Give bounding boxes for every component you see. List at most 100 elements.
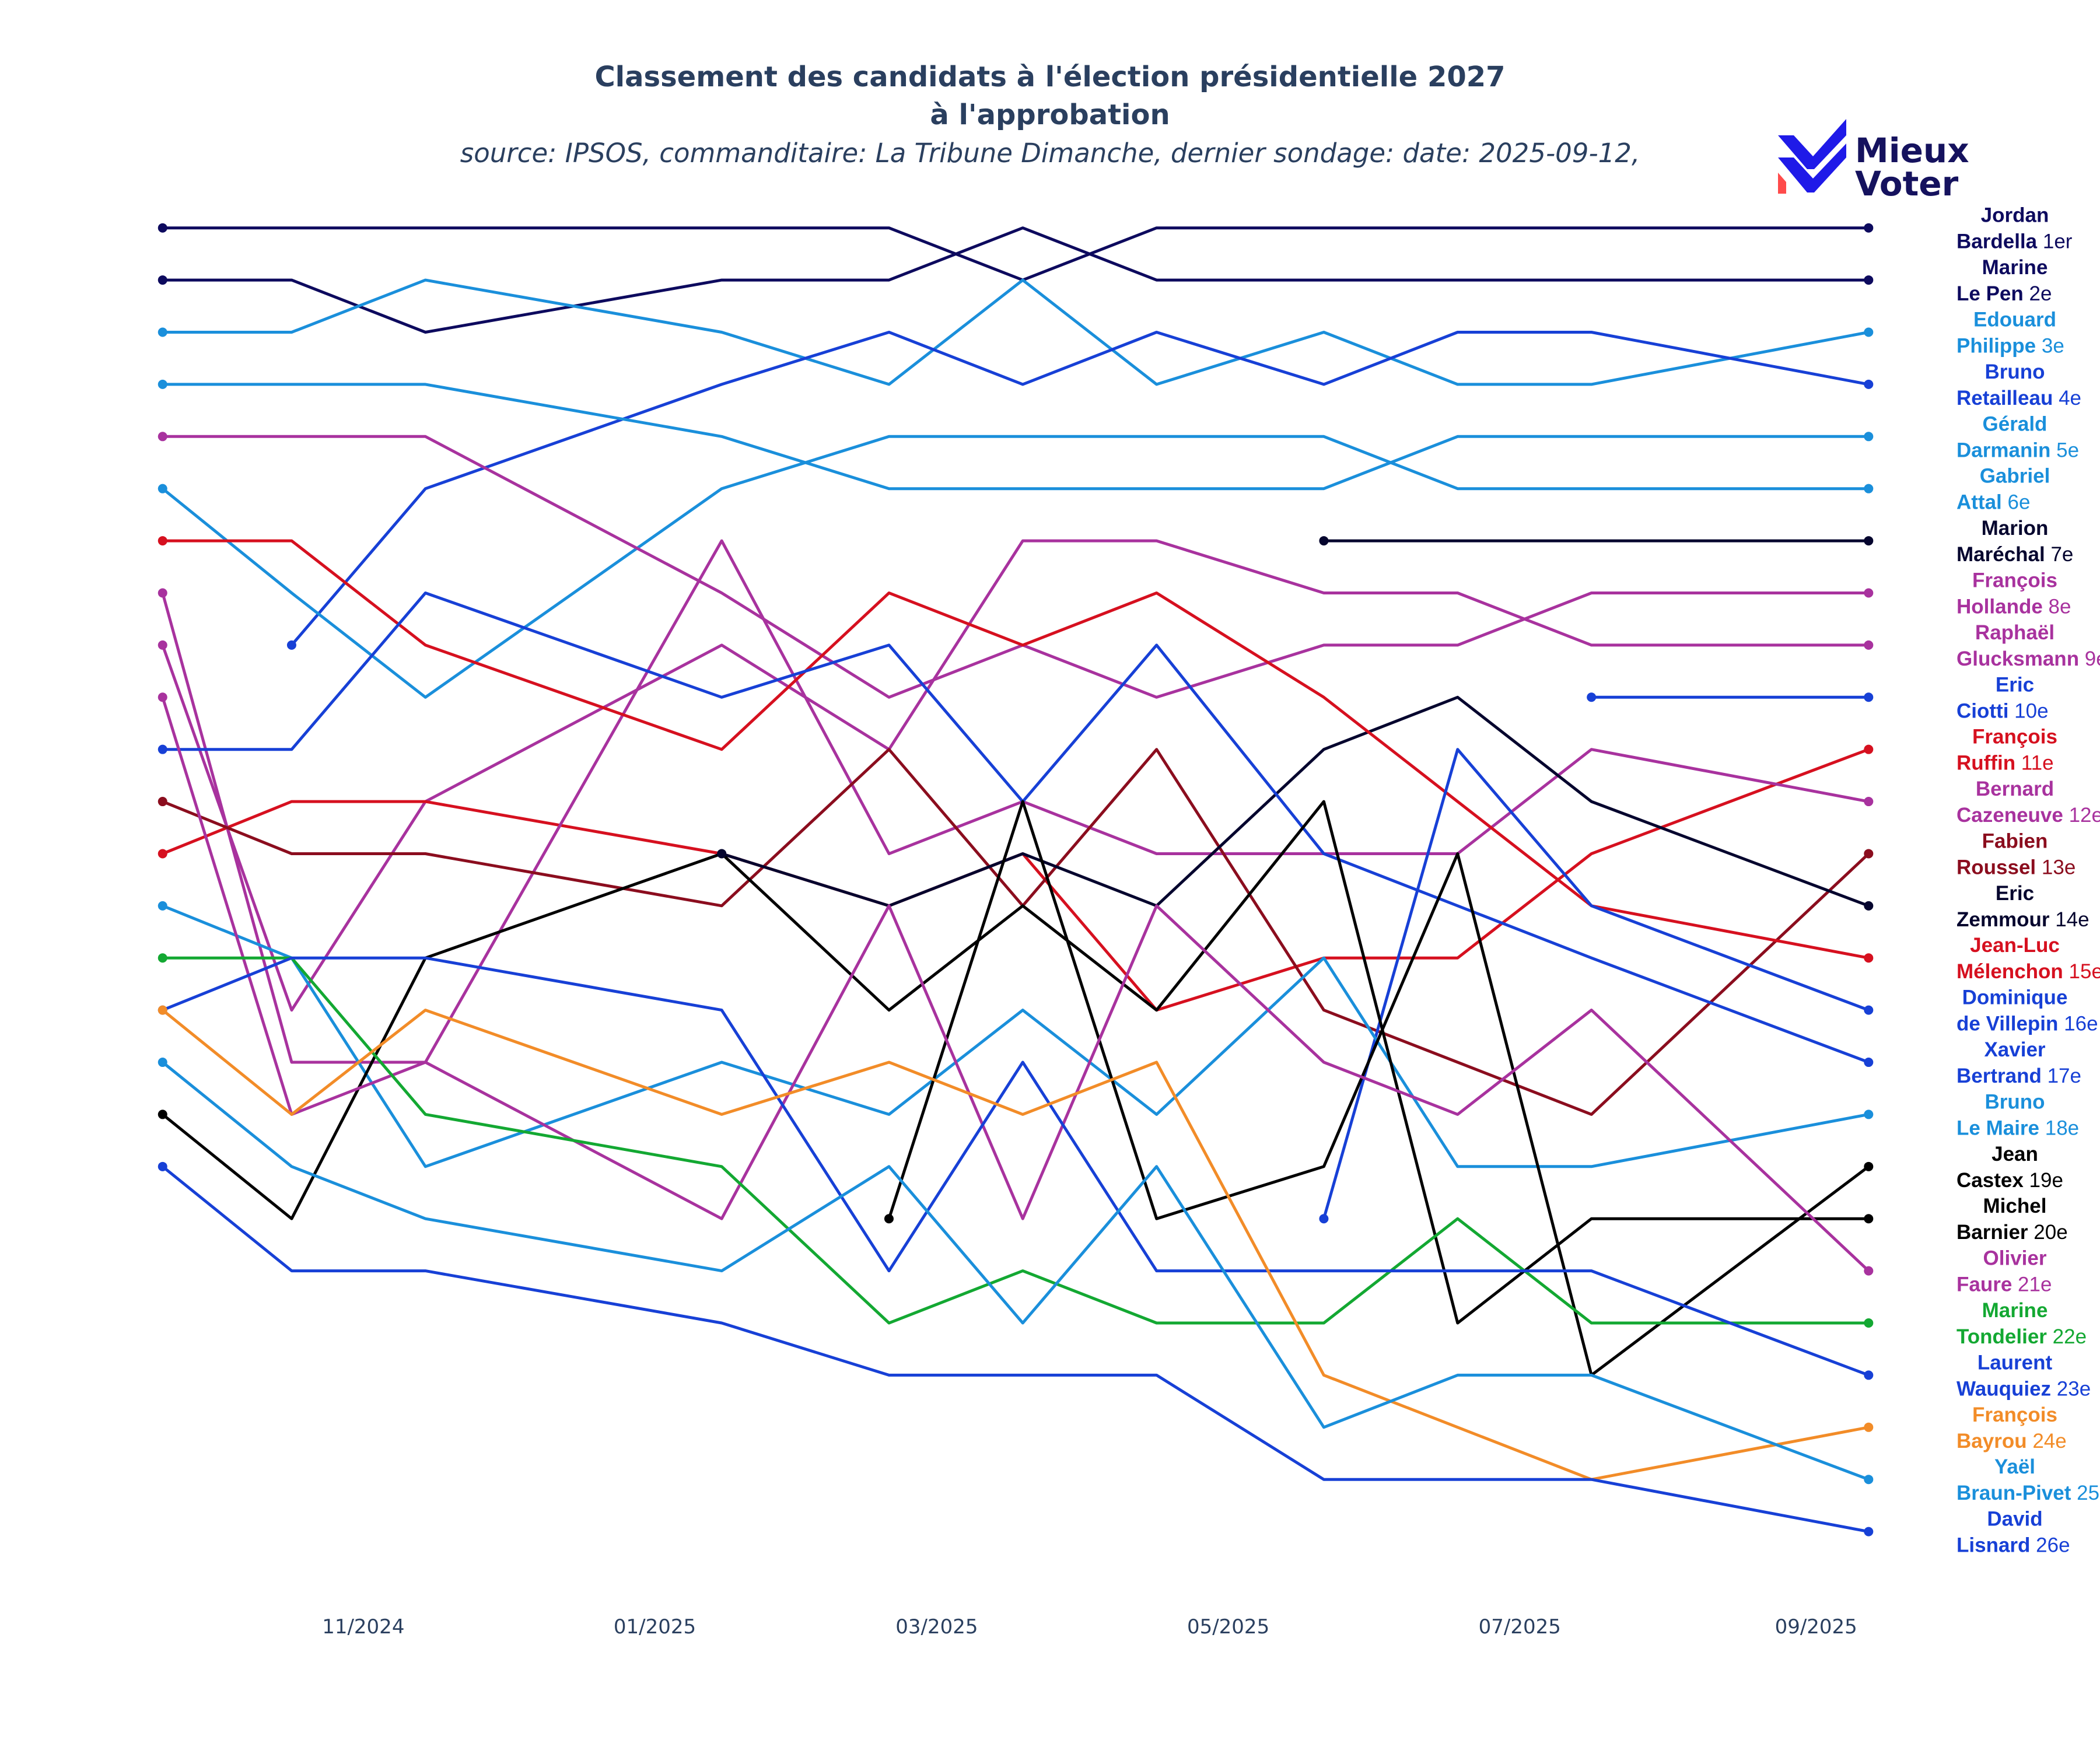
series-end-point-michel-barnier xyxy=(1864,1214,1874,1224)
series-start-point-olivier-faure xyxy=(158,692,167,702)
end-label-rank: 13e xyxy=(2042,856,2076,878)
series-end-point-olivier-faure xyxy=(1864,1266,1874,1276)
end-label-rank: 9e xyxy=(2085,648,2100,670)
end-label-last-eric-zemmour: Zemmour 14e xyxy=(1957,908,2090,931)
series-line-jean-castex xyxy=(887,800,1870,1377)
series-start-point-bruno-le-maire xyxy=(158,901,167,911)
logo-text-line2: Voter xyxy=(1855,164,1959,204)
series-line-marine-tondelier xyxy=(162,956,1869,1325)
series-end-point-xavier-bertrand xyxy=(1864,1058,1874,1068)
series-end-point-eric-ciotti xyxy=(1864,692,1874,702)
end-label-rank: 4e xyxy=(2059,387,2081,410)
end-label-last-francois-bayrou: Bayrou 24e xyxy=(1957,1430,2067,1452)
end-label-last-jean-castex: Castex 19e xyxy=(1957,1169,2063,1192)
series-start-point-bernard-cazeneuve xyxy=(158,588,167,598)
series-end-point-david-lisnard xyxy=(1864,1527,1874,1536)
series-start-point-francois-hollande xyxy=(158,432,167,442)
series-line-gerald-darmanin xyxy=(162,383,1869,491)
mieux-voter-check-icon xyxy=(1778,119,1846,194)
x-tick-label: 11/2024 xyxy=(322,1615,404,1639)
end-label-first-bernard-cazeneuve: Bernard xyxy=(1976,778,2054,800)
series-end-point-gabriel-attal xyxy=(1864,484,1874,494)
series-start-point-francois-ruffin xyxy=(158,849,167,859)
end-label-last-yael-braun-pivet: Braun-Pivet 25e xyxy=(1957,1482,2100,1504)
series-line-gabriel-attal xyxy=(162,435,1869,699)
end-label-first-dominique-de-villepin: Dominique xyxy=(1962,986,2068,1009)
series-start-point-francois-bayrou xyxy=(158,1005,167,1015)
end-label-first-fabien-roussel: Fabien xyxy=(1982,830,2048,852)
end-label-rank: 22e xyxy=(2053,1325,2087,1348)
end-label-rank: 25e xyxy=(2077,1482,2100,1504)
series-start-point-david-lisnard xyxy=(158,1161,167,1171)
series-start-point-fabien-roussel xyxy=(158,797,167,807)
series-line-david-lisnard xyxy=(162,1165,1869,1534)
series-start-point-jordan-bardella xyxy=(158,223,167,233)
series-start-point-dominique-de-villepin xyxy=(1319,1214,1329,1224)
series-start-point-eric-ciotti xyxy=(1587,692,1597,702)
end-label-last-xavier-bertrand: Bertrand 17e xyxy=(1957,1065,2081,1087)
end-label-last-bruno-le-maire: Le Maire 18e xyxy=(1957,1116,2079,1139)
end-label-rank: 21e xyxy=(2018,1273,2052,1296)
series-end-point-francois-hollande xyxy=(1864,588,1874,598)
end-label-first-laurent-wauquiez: Laurent xyxy=(1978,1351,2053,1374)
end-label-rank: 18e xyxy=(2045,1116,2079,1139)
chart-title-line2: à l'approbation xyxy=(930,99,1170,131)
series-start-point-yael-braun-pivet xyxy=(158,1058,167,1068)
end-label-first-marine-le-pen: Marine xyxy=(1982,256,2048,279)
series-end-point-gerald-darmanin xyxy=(1864,432,1874,442)
series-start-point-eric-zemmour xyxy=(717,849,727,859)
end-label-first-marine-tondelier: Marine xyxy=(1982,1299,2048,1322)
series-line-francois-bayrou xyxy=(162,1009,1869,1481)
series-end-point-jean-castex xyxy=(1864,1161,1874,1171)
end-label-first-jean-castex: Jean xyxy=(1992,1143,2038,1166)
series-end-point-laurent-wauquiez xyxy=(1864,1370,1874,1380)
end-label-rank: 8e xyxy=(2049,595,2071,618)
end-label-last-gerald-darmanin: Darmanin 5e xyxy=(1957,439,2079,461)
end-label-last-gabriel-attal: Attal 6e xyxy=(1957,491,2030,514)
series-line-laurent-wauquiez xyxy=(162,956,1870,1377)
series-line-bruno-retailleau xyxy=(290,331,1869,646)
series-start-point-michel-barnier xyxy=(158,1110,167,1119)
end-label-rank: 14e xyxy=(2055,908,2089,931)
end-label-rank: 6e xyxy=(2008,491,2031,514)
end-label-rank: 5e xyxy=(2056,439,2079,461)
series-lines xyxy=(161,226,1870,1534)
end-label-last-michel-barnier: Barnier 20e xyxy=(1957,1221,2068,1244)
series-end-point-fabien-roussel xyxy=(1864,849,1874,859)
end-label-first-marion-marechal: Marion xyxy=(1982,517,2049,540)
end-label-last-francois-hollande: Hollande 8e xyxy=(1957,595,2071,618)
series-line-olivier-faure xyxy=(161,696,1870,1272)
end-label-first-jordan-bardella: Jordan xyxy=(1981,204,2049,227)
end-label-first-eric-zemmour: Eric xyxy=(1996,882,2034,905)
series-line-jordan-bardella xyxy=(162,226,1869,282)
end-label-rank: 1er xyxy=(2043,230,2073,253)
series-line-edouard-philippe xyxy=(162,278,1869,386)
series-start-point-edouard-philippe xyxy=(158,327,167,337)
end-label-first-raphael-glucksmann: Raphaël xyxy=(1975,621,2054,644)
end-label-last-eric-ciotti: Ciotti 10e xyxy=(1957,699,2049,722)
series-line-bruno-le-maire xyxy=(162,904,1869,1168)
end-label-rank: 12e xyxy=(2069,804,2100,827)
series-end-point-francois-ruffin xyxy=(1864,744,1874,754)
end-label-last-fabien-roussel: Roussel 13e xyxy=(1957,856,2076,878)
end-label-last-david-lisnard: Lisnard 26e xyxy=(1957,1534,2070,1557)
end-label-first-bruno-le-maire: Bruno xyxy=(1985,1090,2045,1113)
end-label-last-marine-tondelier: Tondelier 22e xyxy=(1957,1325,2087,1348)
end-label-rank: 7e xyxy=(2050,543,2073,566)
end-label-first-eric-ciotti: Eric xyxy=(1996,673,2034,696)
end-label-last-francois-ruffin: Ruffin 11e xyxy=(1957,752,2054,775)
logo-text-line1: Mieux xyxy=(1855,131,1969,170)
end-label-rank: 24e xyxy=(2032,1430,2066,1452)
end-label-first-bruno-retailleau: Bruno xyxy=(1985,360,2045,383)
end-label-rank: 23e xyxy=(2057,1377,2091,1400)
series-line-marine-le-pen xyxy=(162,226,1869,334)
series-end-point-jordan-bardella xyxy=(1864,223,1874,233)
end-label-first-edouard-philippe: Edouard xyxy=(1973,308,2056,331)
series-end-point-yael-braun-pivet xyxy=(1864,1475,1874,1485)
chart-subtitle: source: IPSOS, commanditaire: La Tribune… xyxy=(460,138,1640,169)
series-start-point-gerald-darmanin xyxy=(158,379,167,389)
end-label-first-david-lisnard: David xyxy=(1987,1508,2042,1531)
end-label-rank: 16e xyxy=(2064,1013,2098,1035)
x-tick-label: 09/2025 xyxy=(1775,1615,1857,1639)
end-label-first-gerald-darmanin: Gérald xyxy=(1983,412,2048,435)
